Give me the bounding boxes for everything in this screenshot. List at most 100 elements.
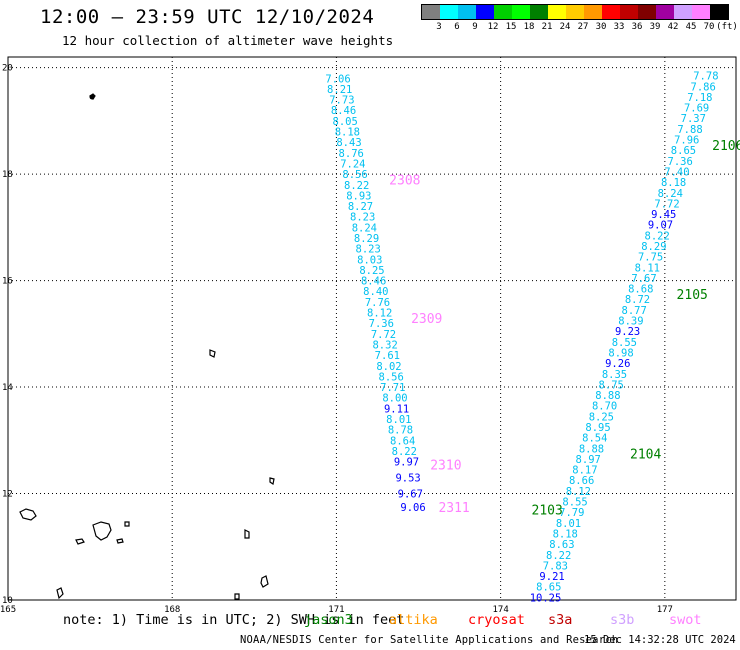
wave-height-reading: 8.39: [618, 316, 643, 328]
colorbar-swatch: [440, 5, 458, 19]
wave-height-reading: 8.03: [357, 254, 382, 266]
wave-height-reading: 9.45: [651, 209, 676, 221]
island-outline: [209, 349, 216, 358]
colorbar-swatch: [602, 5, 620, 19]
colorbar-tick-label: 70: [703, 22, 715, 32]
wave-height-reading: 8.24: [352, 222, 377, 234]
wave-height-reading: 7.78: [693, 71, 718, 83]
colorbar-tick-label: 33: [613, 22, 625, 32]
colorbar-tick-label: 12: [487, 22, 499, 32]
satellite-legend-entry: s3b: [610, 612, 635, 628]
wave-height-reading: 8.24: [658, 188, 683, 200]
wave-height-reading: 8.23: [350, 212, 375, 224]
wave-height-reading: 8.01: [386, 414, 411, 426]
colorbar-tick-label: 6: [454, 22, 460, 32]
wave-height-reading: 7.69: [684, 103, 709, 115]
wave-height-reading: 7.24: [340, 158, 365, 170]
longitude-tick-label: 177: [657, 605, 673, 615]
satellite-legend-entry: altika: [389, 612, 438, 628]
pass-number-label: 2309: [411, 312, 442, 327]
page-title: 12:00 – 23:59 UTC 12/10/2024: [40, 6, 375, 28]
wave-height-colorbar: 3 6 9 12 15 18 21 24 27 30 33 36 39 42 45 70 (ft): [421, 4, 738, 32]
wave-height-reading: 7.76: [365, 297, 390, 309]
wave-height-reading: 8.98: [608, 347, 633, 359]
wave-height-reading: 7.88: [677, 124, 702, 136]
island-outline: [244, 529, 250, 539]
wave-height-reading: 7.75: [638, 252, 663, 264]
wave-height-reading: 8.77: [622, 305, 647, 317]
colorbar-swatches: [421, 4, 729, 20]
wave-height-reading: 8.78: [388, 425, 413, 437]
island-outline: [269, 477, 275, 485]
wave-height-reading: 8.25: [359, 265, 384, 277]
wave-height-reading: 8.46: [361, 276, 386, 288]
wave-height-reading: 8.43: [336, 137, 361, 149]
wave-height-reading: 7.61: [375, 350, 400, 362]
wave-height-reading: 9.07: [648, 220, 673, 232]
colorbar-swatch: [512, 5, 530, 19]
wave-height-reading: 8.22: [392, 446, 417, 458]
wave-height-reading: 8.56: [379, 371, 404, 383]
wave-height-reading: 7.36: [668, 156, 693, 168]
credit-text: NOAA/NESDIS Center for Satellite Applica…: [240, 634, 619, 646]
wave-height-reading: 9.06: [400, 502, 425, 514]
wave-height-reading: 8.55: [612, 337, 637, 349]
wave-height-reading: 8.72: [625, 294, 650, 306]
wave-height-reading: 8.63: [549, 539, 574, 551]
wave-height-reading: 8.54: [582, 433, 607, 445]
wave-height-reading: 8.75: [599, 379, 624, 391]
colorbar-swatch: [458, 5, 476, 19]
wave-height-reading: 9.67: [398, 489, 423, 501]
wave-height-reading: 10.25: [530, 592, 562, 604]
latitude-tick-label: 10: [2, 596, 13, 606]
wave-height-reading: 8.17: [572, 465, 597, 477]
wave-height-reading: 8.70: [592, 401, 617, 413]
wave-height-reading: 8.55: [562, 497, 587, 509]
pass-number-label: 2106: [712, 139, 740, 154]
wave-height-reading: 7.40: [664, 166, 689, 178]
latitude-tick-label: 16: [2, 277, 13, 287]
colorbar-swatch: [422, 5, 440, 19]
wave-height-reading: 8.02: [376, 361, 401, 373]
wave-height-reading: 8.46: [331, 105, 356, 117]
wave-height-reading: 9.53: [395, 473, 420, 485]
wave-height-reading: 7.79: [559, 507, 584, 519]
wave-height-reading: 8.76: [339, 148, 364, 160]
wave-height-reading: 8.25: [589, 411, 614, 423]
wave-height-reading: 8.32: [372, 339, 397, 351]
colorbar-tick-label: 15: [505, 22, 517, 32]
colorbar-tick-label: 9: [472, 22, 478, 32]
wave-height-reading: 8.05: [333, 116, 358, 128]
latitude-tick-label: 20: [2, 64, 13, 74]
island-outline: [234, 593, 240, 600]
colorbar-tick-label: 3: [436, 22, 442, 32]
wave-height-reading: 8.64: [390, 435, 415, 447]
wave-height-reading: 8.97: [576, 454, 601, 466]
wave-height-reading: 7.06: [325, 73, 350, 85]
wave-height-reading: 7.18: [687, 92, 712, 104]
island-dot: [89, 94, 95, 100]
pass-number-label: 2103: [532, 504, 563, 519]
wave-height-reading: 8.65: [536, 582, 561, 594]
wave-height-reading: 7.72: [654, 198, 679, 210]
wave-height-reading: 8.88: [579, 443, 604, 455]
wave-height-reading: 7.37: [681, 113, 706, 125]
wave-height-reading: 8.29: [354, 233, 379, 245]
island-outline: [124, 521, 130, 527]
pass-number-label: 2104: [630, 448, 661, 463]
wave-height-reading: 8.56: [342, 169, 367, 181]
satellite-legend-entry: jason3: [304, 612, 353, 628]
page-subtitle: 12 hour collection of altimeter wave hei…: [62, 33, 394, 48]
island-outline: [56, 587, 64, 600]
colorbar-swatch: [656, 5, 674, 19]
wave-height-reading: 8.22: [344, 180, 369, 192]
timestamp-text: 15 Dec 14:32:28 UTC 2024: [584, 634, 736, 646]
colorbar-swatch: [674, 5, 692, 19]
wave-height-reading: 7.67: [631, 273, 656, 285]
pass-number-label: 2105: [677, 288, 708, 303]
wave-height-reading: 7.73: [329, 95, 354, 107]
colorbar-tick-label: 21: [541, 22, 553, 32]
map-frame: [7, 56, 737, 601]
colorbar-swatch: [710, 5, 728, 19]
wave-height-reading: 8.93: [346, 190, 371, 202]
